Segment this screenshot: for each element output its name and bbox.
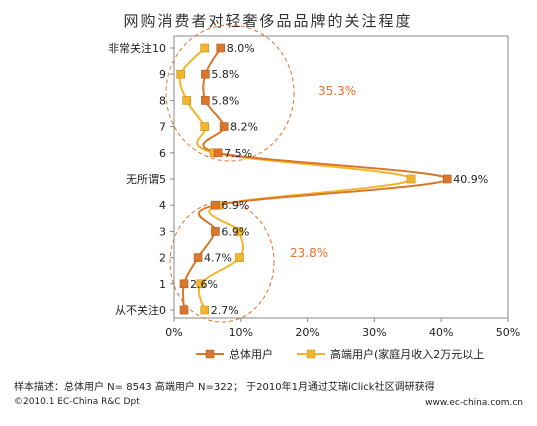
point-premium bbox=[200, 43, 210, 53]
point-premium bbox=[234, 227, 244, 236]
legend-marker-overall bbox=[205, 349, 215, 359]
legend-label-overall: 总体用户 bbox=[229, 347, 273, 361]
y-tick-label: 从不关注0 bbox=[115, 303, 166, 317]
point-premium bbox=[235, 253, 244, 262]
y-tick-label: 7 bbox=[159, 121, 166, 134]
point-premium bbox=[176, 69, 185, 79]
y-tick-label: 3 bbox=[159, 225, 166, 238]
point-overall bbox=[201, 96, 210, 105]
x-tick-label: 40% bbox=[429, 326, 453, 339]
y-tick-label: 4 bbox=[159, 199, 166, 212]
data-label-overall: 8.2% bbox=[230, 121, 258, 134]
point-overall bbox=[211, 200, 220, 210]
point-overall bbox=[216, 43, 226, 53]
point-overall bbox=[179, 305, 189, 315]
y-tick-label: 6 bbox=[159, 147, 166, 160]
data-label-overall: 7.5% bbox=[224, 147, 252, 160]
point-overall bbox=[213, 148, 223, 158]
legend: 总体用户 高端用户(家庭月收入2万元以上 bbox=[196, 347, 484, 361]
series-line-premium bbox=[178, 47, 413, 311]
point-overall bbox=[211, 227, 220, 236]
y-tick-label: 无所谓5 bbox=[126, 173, 166, 186]
series-layer: 2.6% 4.7% 6.9% 6.9% 40.9% 7.5% 8.2% 5.8% 5.8% 8.0… bbox=[176, 42, 488, 317]
group-annotation-top: 35.3% bbox=[318, 84, 356, 98]
footer-copyright: ©2010.1 EC-China R&C Dpt bbox=[14, 397, 140, 407]
point-overall bbox=[442, 174, 452, 184]
data-label-overall: 2.6% bbox=[190, 278, 218, 291]
point-overall bbox=[219, 122, 229, 131]
footer-site: www.ec-china.com.cn bbox=[425, 398, 523, 408]
x-tick-label: 50% bbox=[496, 326, 520, 339]
legend-label-premium: 高端用户(家庭月收入2万元以上 bbox=[330, 347, 484, 361]
x-tick-label: 20% bbox=[295, 326, 319, 339]
point-premium bbox=[182, 96, 191, 105]
x-tick-label: 10% bbox=[229, 326, 253, 339]
data-label-overall: 5.8% bbox=[211, 94, 239, 107]
y-tick-label: 1 bbox=[159, 278, 166, 291]
point-premium bbox=[406, 174, 416, 184]
data-label-overall: 5.8% bbox=[211, 68, 239, 81]
axis-layer: 从不关注0 1 2 3 4 无所谓5 6 7 8 9 非常关注10 0% 10% 20% 30% 40% 50% bbox=[108, 35, 520, 339]
y-tick-label: 2 bbox=[159, 252, 166, 265]
data-label-overall: 6.9% bbox=[221, 225, 249, 238]
data-label-premium: 2.7% bbox=[211, 304, 239, 317]
point-premium bbox=[196, 279, 206, 289]
point-overall bbox=[179, 279, 189, 289]
chart-title: 网购消费者对轻奢侈品品牌的关注程度 bbox=[123, 12, 412, 30]
x-tick-label: 30% bbox=[362, 326, 386, 339]
plot-frame bbox=[173, 35, 509, 319]
point-overall bbox=[201, 69, 210, 79]
data-label-overall: 40.9% bbox=[453, 173, 488, 186]
data-label-overall: 8.0% bbox=[227, 42, 255, 55]
group-annotation-bottom: 23.8% bbox=[290, 246, 328, 260]
point-premium bbox=[200, 122, 210, 131]
y-tick-label: 8 bbox=[159, 94, 166, 107]
top-group-ellipse bbox=[165, 24, 295, 162]
footer-note: 样本描述：总体用户 N= 8543 高端用户 N=322； 于2010年1月通过… bbox=[14, 382, 435, 393]
y-tick-label: 非常关注10 bbox=[108, 41, 166, 55]
legend-marker-premium bbox=[306, 349, 316, 359]
bottom-group-ellipse bbox=[169, 201, 275, 323]
data-label-overall: 6.9% bbox=[221, 199, 249, 212]
y-tick-label: 9 bbox=[159, 68, 166, 81]
point-premium bbox=[200, 305, 210, 315]
point-overall bbox=[193, 253, 203, 262]
x-tick-label: 0% bbox=[165, 326, 182, 339]
data-label-overall: 4.7% bbox=[204, 252, 232, 265]
